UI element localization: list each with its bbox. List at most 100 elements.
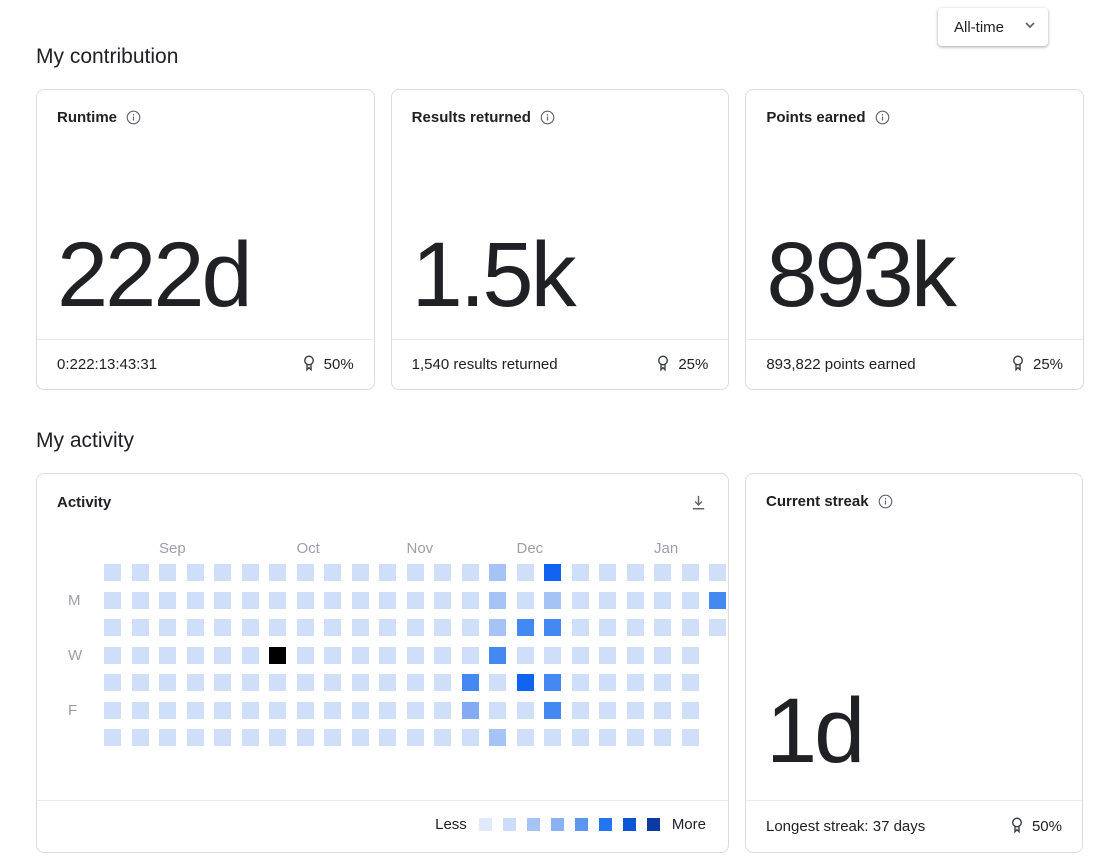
heatmap-cell[interactable]	[626, 619, 644, 636]
heatmap-cell[interactable]	[516, 729, 534, 746]
heatmap-cell[interactable]	[351, 674, 369, 691]
heatmap-cell[interactable]	[599, 591, 616, 609]
heatmap-cell[interactable]	[324, 674, 341, 691]
heatmap-cell[interactable]	[269, 646, 286, 664]
heatmap-cell[interactable]	[159, 701, 176, 719]
heatmap-cell[interactable]	[681, 591, 699, 609]
heatmap-cell[interactable]	[544, 701, 561, 719]
heatmap-cell[interactable]	[681, 646, 699, 664]
heatmap-cell[interactable]	[544, 729, 561, 746]
heatmap-cell[interactable]	[269, 619, 286, 636]
heatmap-cell[interactable]	[434, 674, 451, 691]
heatmap-cell[interactable]	[241, 729, 259, 746]
info-icon[interactable]	[875, 110, 890, 125]
heatmap-cell[interactable]	[681, 729, 699, 746]
time-range-select[interactable]: All-time	[938, 8, 1048, 46]
heatmap-cell[interactable]	[461, 646, 479, 664]
heatmap-cell[interactable]	[489, 619, 506, 636]
heatmap-cell[interactable]	[654, 701, 671, 719]
heatmap-cell[interactable]	[544, 564, 561, 581]
heatmap-cell[interactable]	[406, 564, 424, 581]
heatmap-cell[interactable]	[214, 591, 231, 609]
heatmap-cell[interactable]	[599, 729, 616, 746]
heatmap-cell[interactable]	[379, 591, 396, 609]
heatmap-cell[interactable]	[516, 701, 534, 719]
heatmap-cell[interactable]	[104, 729, 121, 746]
heatmap-cell[interactable]	[269, 674, 286, 691]
heatmap-cell[interactable]	[461, 674, 479, 691]
heatmap-cell[interactable]	[324, 646, 341, 664]
heatmap-cell[interactable]	[599, 674, 616, 691]
heatmap-cell[interactable]	[461, 729, 479, 746]
heatmap-cell[interactable]	[159, 729, 176, 746]
heatmap-cell[interactable]	[159, 591, 176, 609]
heatmap-cell[interactable]	[571, 646, 589, 664]
heatmap-cell[interactable]	[516, 564, 534, 581]
heatmap-cell[interactable]	[489, 674, 506, 691]
info-icon[interactable]	[878, 494, 893, 509]
heatmap-cell[interactable]	[186, 646, 204, 664]
heatmap-cell[interactable]	[571, 729, 589, 746]
heatmap-cell[interactable]	[461, 591, 479, 609]
heatmap-cell[interactable]	[654, 646, 671, 664]
heatmap-cell[interactable]	[489, 646, 506, 664]
heatmap-cell[interactable]	[571, 674, 589, 691]
heatmap-cell[interactable]	[104, 646, 121, 664]
heatmap-cell[interactable]	[296, 729, 314, 746]
heatmap-cell[interactable]	[186, 701, 204, 719]
heatmap-cell[interactable]	[324, 591, 341, 609]
info-icon[interactable]	[540, 110, 555, 125]
heatmap-cell[interactable]	[571, 619, 589, 636]
heatmap-cell[interactable]	[681, 619, 699, 636]
heatmap-cell[interactable]	[269, 729, 286, 746]
heatmap-cell[interactable]	[296, 701, 314, 719]
heatmap-cell[interactable]	[406, 729, 424, 746]
heatmap-cell[interactable]	[626, 564, 644, 581]
heatmap-cell[interactable]	[461, 619, 479, 636]
heatmap-cell[interactable]	[131, 701, 149, 719]
heatmap-cell[interactable]	[626, 701, 644, 719]
heatmap-cell[interactable]	[406, 619, 424, 636]
heatmap-cell[interactable]	[186, 674, 204, 691]
heatmap-cell[interactable]	[131, 591, 149, 609]
heatmap-cell[interactable]	[516, 646, 534, 664]
heatmap-cell[interactable]	[186, 564, 204, 581]
heatmap-cell[interactable]	[434, 564, 451, 581]
heatmap-cell[interactable]	[131, 619, 149, 636]
heatmap-cell[interactable]	[186, 619, 204, 636]
heatmap-cell[interactable]	[241, 619, 259, 636]
heatmap-cell[interactable]	[241, 674, 259, 691]
heatmap-cell[interactable]	[379, 729, 396, 746]
heatmap-cell[interactable]	[131, 729, 149, 746]
heatmap-cell[interactable]	[296, 619, 314, 636]
heatmap-cell[interactable]	[159, 646, 176, 664]
heatmap-cell[interactable]	[131, 564, 149, 581]
heatmap-cell[interactable]	[626, 674, 644, 691]
heatmap-cell[interactable]	[324, 729, 341, 746]
heatmap-cell[interactable]	[351, 564, 369, 581]
heatmap-cell[interactable]	[379, 619, 396, 636]
heatmap-cell[interactable]	[654, 564, 671, 581]
heatmap-cell[interactable]	[351, 701, 369, 719]
heatmap-cell[interactable]	[571, 701, 589, 719]
heatmap-cell[interactable]	[709, 591, 726, 609]
heatmap-cell[interactable]	[654, 729, 671, 746]
heatmap-cell[interactable]	[461, 564, 479, 581]
heatmap-cell[interactable]	[241, 646, 259, 664]
heatmap-cell[interactable]	[599, 646, 616, 664]
heatmap-cell[interactable]	[104, 674, 121, 691]
heatmap-cell[interactable]	[489, 591, 506, 609]
heatmap-cell[interactable]	[544, 591, 561, 609]
heatmap-cell[interactable]	[186, 729, 204, 746]
heatmap-cell[interactable]	[571, 591, 589, 609]
heatmap-cell[interactable]	[269, 591, 286, 609]
heatmap-cell[interactable]	[489, 729, 506, 746]
heatmap-cell[interactable]	[516, 619, 534, 636]
heatmap-cell[interactable]	[544, 619, 561, 636]
heatmap-cell[interactable]	[489, 564, 506, 581]
heatmap-cell[interactable]	[324, 619, 341, 636]
heatmap-cell[interactable]	[379, 674, 396, 691]
heatmap-cell[interactable]	[379, 564, 396, 581]
heatmap-cell[interactable]	[159, 619, 176, 636]
heatmap-cell[interactable]	[434, 646, 451, 664]
